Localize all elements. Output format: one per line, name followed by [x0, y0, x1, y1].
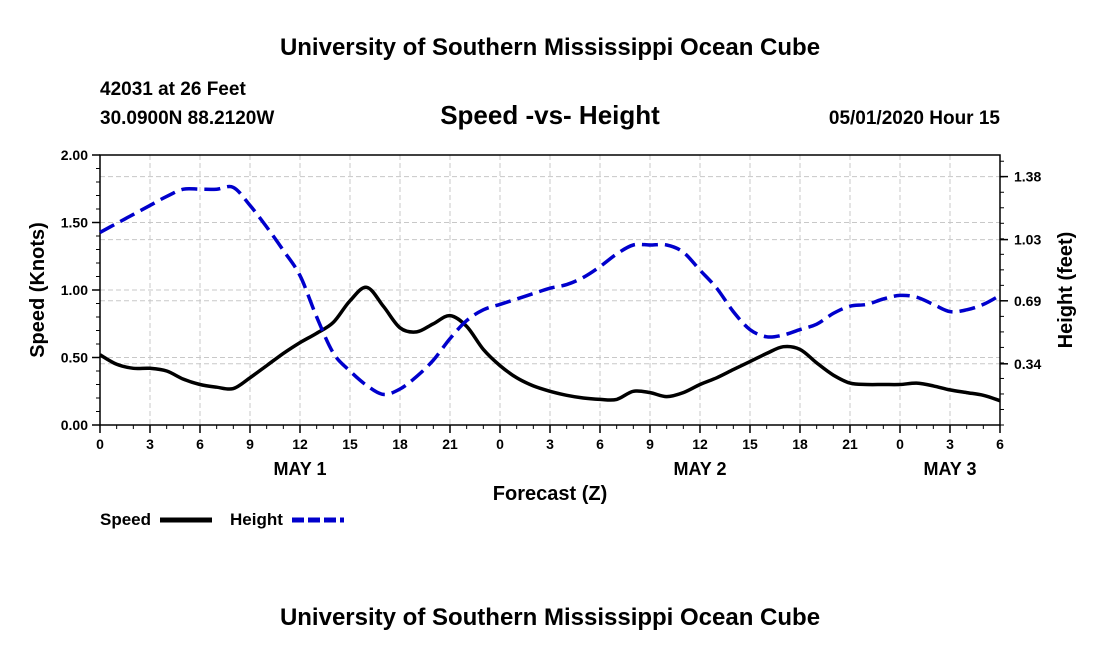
x-tick-label: 0 — [896, 436, 904, 452]
chart-title: Speed -vs- Height — [440, 100, 660, 130]
x-tick-label: 3 — [546, 436, 554, 452]
y2-tick-label: 1.38 — [1014, 169, 1041, 185]
legend-label-speed: Speed — [100, 510, 151, 529]
y-axis-title: Speed (Knots) — [27, 222, 49, 358]
date-label: MAY 2 — [673, 459, 726, 479]
date-label: MAY 3 — [923, 459, 976, 479]
x-tick-label: 3 — [146, 436, 154, 452]
date-label: MAY 1 — [273, 459, 326, 479]
y-tick-label: 1.00 — [61, 282, 88, 298]
y2-axis-title: Height (feet) — [1055, 232, 1077, 349]
x-tick-label: 12 — [692, 436, 708, 452]
x-tick-label: 15 — [342, 436, 358, 452]
x-tick-label: 12 — [292, 436, 308, 452]
datetime-label: 05/01/2020 Hour 15 — [829, 108, 1001, 129]
x-axis-title: Forecast (Z) — [493, 483, 607, 505]
y2-tick-label: 1.03 — [1014, 232, 1041, 248]
page-title: University of Southern Mississippi Ocean… — [280, 34, 820, 61]
x-tick-label: 9 — [246, 436, 254, 452]
x-tick-label: 18 — [392, 436, 408, 452]
x-tick-label: 0 — [96, 436, 104, 452]
y2-tick-label: 0.69 — [1014, 293, 1041, 309]
x-tick-label: 6 — [196, 436, 204, 452]
coordinates-label: 30.0900N 88.2120W — [100, 108, 274, 129]
legend-label-height: Height — [230, 510, 283, 529]
y-tick-label: 0.50 — [61, 350, 88, 366]
x-tick-label: 3 — [946, 436, 954, 452]
x-tick-label: 21 — [442, 436, 458, 452]
x-tick-label: 9 — [646, 436, 654, 452]
footer-title: University of Southern Mississippi Ocean… — [280, 604, 820, 631]
x-tick-label: 6 — [596, 436, 604, 452]
y-tick-label: 2.00 — [61, 147, 88, 163]
y2-tick-label: 0.34 — [1014, 356, 1041, 372]
series-line-height — [99, 184, 1001, 397]
y-tick-label: 1.50 — [61, 215, 88, 231]
x-tick-label: 6 — [996, 436, 1004, 452]
x-tick-label: 21 — [842, 436, 858, 452]
x-tick-label: 18 — [792, 436, 808, 452]
series-lines — [99, 184, 1001, 403]
y-tick-label: 0.00 — [61, 417, 88, 433]
legend: Speed Height — [100, 510, 344, 529]
axis-ticks: 0 3 6 9 12 15 18 21 0 3 6 9 12 15 18 21 0 3 6 MAY 1 MAY 2 MAY… — [61, 147, 1042, 479]
x-tick-label: 0 — [496, 436, 504, 452]
series-line-speed — [99, 285, 1001, 403]
x-tick-label: 15 — [742, 436, 758, 452]
station-label: 42031 at 26 Feet — [100, 79, 246, 100]
